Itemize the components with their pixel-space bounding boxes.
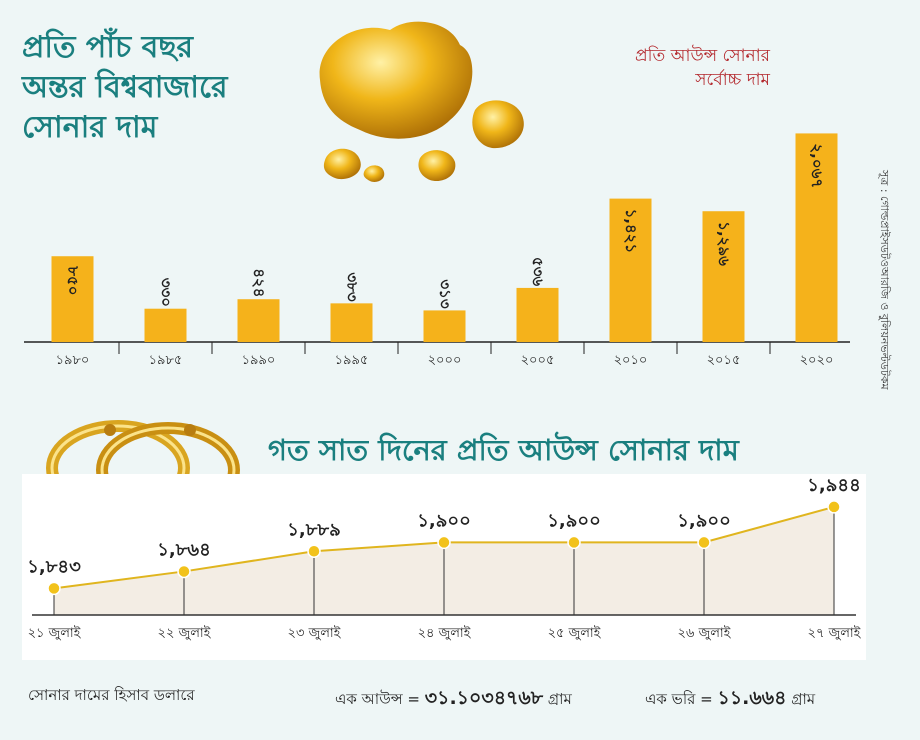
main-title: প্রতি পাঁচ বছর অন্তর বিশ্ববাজারে সোনার দ…	[22, 28, 228, 148]
x-tick-label: ১৯৯০	[242, 353, 276, 368]
data-point	[47, 581, 61, 596]
ounce-label: এক আউন্স =	[335, 690, 420, 708]
point-value-label: ১,৯৪৪	[807, 475, 861, 496]
bhori-unit: গ্রাম	[791, 690, 816, 708]
bar	[330, 303, 373, 342]
point-value-label: ১,৮৬৪	[157, 539, 211, 560]
bar-value-label: ৩৩০	[157, 278, 175, 307]
weekly-chart-title: গত সাত দিনের প্রতি আউন্স সোনার দাম	[268, 433, 739, 467]
x-tick-label: ১৯৮০	[56, 353, 90, 368]
bar-chart: ৮৫০ ১৯৮০ ৩৩০ ১৯৮৫ ৪২৪ ১৯৯০ ৩৮৩ ১৯৯৫ ৩১৩ ২০০০ ৫৩৬ ২০…	[24, 133, 850, 368]
point-value-label: ১,৯০০	[417, 510, 471, 531]
x-tick-label: ২০২০	[800, 353, 834, 368]
subheading: প্রতি আউন্স সোনার সর্বোচ্চ দাম	[635, 44, 770, 92]
point-value-label: ১,৯০০	[547, 510, 601, 531]
bar	[423, 310, 466, 342]
x-tick-label: ২০১০	[614, 353, 648, 368]
bhori-conversion: এক ভরি = ১১.৬৬৪ গ্রাম	[645, 684, 815, 716]
data-point	[827, 500, 841, 514]
bar	[702, 211, 745, 342]
bar	[609, 198, 652, 342]
point-value-label: ১,৮৪৩	[27, 556, 81, 577]
ounce-value: ৩১.১০৩৪৭৬৮	[424, 687, 544, 709]
subheading-line: প্রতি আউন্স সোনার	[634, 46, 770, 66]
data-point	[307, 544, 321, 559]
x-tick-label: ২১ জুলাই	[28, 625, 82, 641]
data-point	[437, 535, 451, 550]
x-tick-label: ২৭ জুলাই	[808, 625, 862, 641]
data-point	[697, 535, 711, 550]
subheading-line: সর্বোচ্চ দাম	[695, 70, 770, 90]
point-value-label: ১,৯০০	[677, 510, 731, 531]
x-tick-label: ২৫ জুলাই	[548, 625, 602, 641]
x-tick-label: ২৩ জুলাই	[288, 625, 342, 641]
bhori-value: ১১.৬৬৪	[717, 687, 787, 709]
main-title-line: অন্তর বিশ্ববাজারে	[22, 70, 228, 105]
x-tick-label: ২৬ জুলাই	[678, 625, 732, 641]
bar	[144, 308, 187, 342]
bar-value-label: ২,০৬৭	[808, 143, 826, 188]
currency-note: সোনার দামের হিসাব ডলারে	[28, 686, 195, 704]
bar-value-label: ৫৩৬	[529, 257, 547, 286]
gold-nugget-illustration	[319, 21, 524, 182]
ounce-unit: গ্রাম	[547, 690, 572, 708]
ounce-conversion: এক আউন্স = ৩১.১০৩৪৭৬৮ গ্রাম	[335, 684, 572, 716]
x-tick-label: ২০০০	[428, 353, 462, 368]
weekly-line-chart: ১,৮৪৩ ২১ জুলাই ১,৮৬৪ ২২ জুলাই ১,৮৮৯ ২৩ জুলাই ১…	[27, 475, 862, 641]
bar-value-label: ৩৮৩	[343, 272, 361, 301]
x-tick-label: ২৪ জুলাই	[418, 625, 472, 641]
bar-value-label: ৪২৪	[250, 268, 268, 297]
x-tick-label: ২০০৫	[521, 353, 555, 368]
x-tick-label: ২০১৫	[707, 353, 741, 368]
bar-value-label: ৮৫০	[64, 265, 82, 295]
bar	[51, 256, 94, 342]
main-title-line: সোনার দাম	[22, 110, 158, 145]
bhori-label: এক ভরি =	[645, 690, 713, 708]
bar-value-label: ৩১৩	[436, 279, 454, 308]
x-tick-label: ১৯৮৫	[149, 353, 183, 368]
bar-value-label: ১,৪২১	[622, 209, 640, 254]
data-point	[567, 535, 581, 550]
bar	[237, 299, 280, 342]
main-title-line: প্রতি পাঁচ বছর	[22, 30, 194, 65]
data-point	[177, 564, 191, 579]
x-tick-label: ১৯৯৫	[335, 353, 369, 368]
bar	[795, 133, 838, 342]
bar	[516, 287, 559, 342]
bar-value-label: ১,২৯৬	[715, 221, 733, 266]
x-tick-label: ২২ জুলাই	[158, 625, 212, 641]
point-value-label: ১,৮৮৯	[287, 519, 341, 540]
